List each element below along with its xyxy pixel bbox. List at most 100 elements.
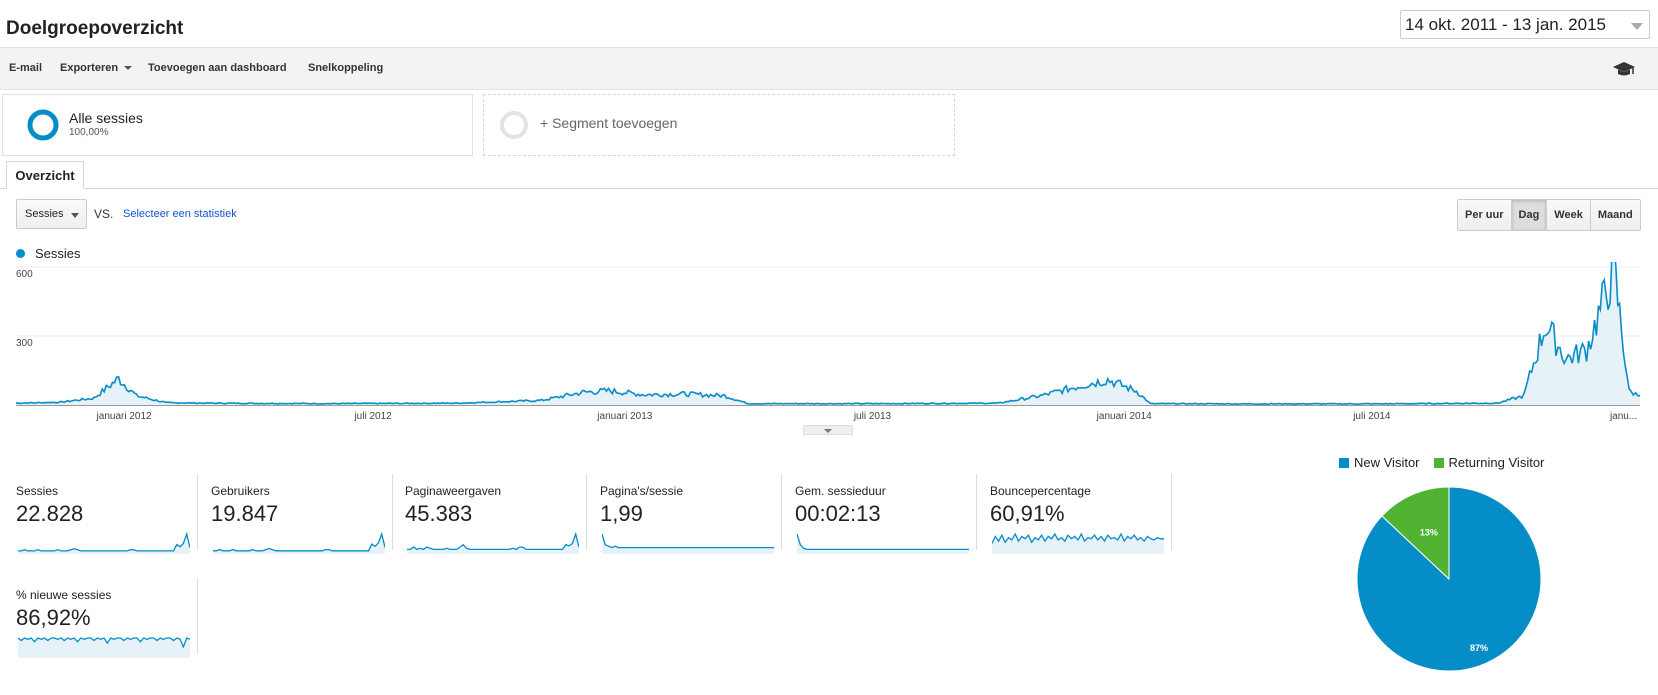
metric-value: 22.828 <box>16 501 84 526</box>
metric-label: Gebruikers <box>211 484 270 498</box>
metric-card[interactable]: Bouncepercentage 60,91% <box>990 484 1180 564</box>
pie-slice-label: 87% <box>1470 643 1488 653</box>
segment-percentage: 100,00% <box>69 127 109 138</box>
metric-select[interactable]: Sessies <box>16 199 87 229</box>
email-button[interactable]: E-mail <box>9 62 43 74</box>
legend-label-returning: Returning Visitor <box>1448 455 1545 470</box>
sparkline-area <box>992 534 1164 554</box>
legend-item-returning-visitor: Returning Visitor <box>1433 455 1545 470</box>
sparkline-area <box>213 534 385 554</box>
card-divider <box>197 578 198 654</box>
export-menu[interactable]: Exporteren <box>60 62 133 74</box>
sparkline-area <box>602 534 774 554</box>
metric-card[interactable]: Sessies 22.828 <box>16 484 206 564</box>
x-tick-label: juli 2014 <box>1352 411 1391 422</box>
legend-label: Sessies <box>35 246 81 261</box>
visitor-pie-chart: 87% 13% <box>1356 486 1542 672</box>
chevron-down-icon <box>824 429 832 433</box>
chevron-down-icon <box>124 66 133 71</box>
segment-label: Alle sessies <box>69 110 143 126</box>
granularity-day-button[interactable]: Dag <box>1510 200 1547 230</box>
x-tick-label: juli 2012 <box>353 411 392 422</box>
x-tick-label: juli 2013 <box>853 411 892 422</box>
sparkline-line <box>18 637 190 649</box>
sparkline-area <box>797 534 969 554</box>
metric-card[interactable]: Gebruikers 19.847 <box>211 484 401 564</box>
tab-overview[interactable]: Overzicht <box>6 161 84 189</box>
granularity-month-button[interactable]: Maand <box>1589 200 1640 230</box>
legend-dot-icon <box>16 249 25 258</box>
sparkline-area <box>407 534 579 554</box>
metric-select-label: Sessies <box>25 208 64 220</box>
date-range-label: 14 okt. 2011 - 13 jan. 2015 <box>1405 15 1607 34</box>
metric-sparkline <box>407 532 579 554</box>
legend-swatch-returning <box>1433 457 1444 468</box>
metric-value: 19.847 <box>211 501 279 526</box>
card-divider <box>586 474 587 550</box>
granularity-toggle: Per uur Dag Week Maand <box>1457 199 1641 231</box>
metric-card[interactable]: Paginaweergaven 45.383 <box>405 484 595 564</box>
segment-all-sessions[interactable]: Alle sessies 100,00% <box>2 94 473 156</box>
metric-sparkline <box>213 532 385 554</box>
granularity-hourly-button[interactable]: Per uur <box>1458 200 1511 230</box>
metric-label: Pagina's/sessie <box>600 484 684 498</box>
add-segment-box[interactable]: + Segment toevoegen <box>483 94 955 156</box>
metric-sparkline <box>797 533 969 554</box>
y-tick-label: 600 <box>16 269 33 280</box>
sparkline-area <box>18 534 190 554</box>
metric-sparkline <box>18 532 190 554</box>
add-to-dashboard-button[interactable]: Toevoegen aan dashboard <box>148 62 287 74</box>
legend-item-new-visitor: New Visitor <box>1339 455 1420 470</box>
metric-label: % nieuwe sessies <box>16 588 112 602</box>
select-metric-link[interactable]: Selecteer een statistiek <box>123 208 237 220</box>
pie-legend: New Visitor Returning Visitor <box>1339 455 1544 470</box>
metric-value: 45.383 <box>405 501 473 526</box>
metric-value: 00:02:13 <box>795 501 881 526</box>
pie-slice-returning-visitor <box>1381 486 1450 581</box>
metric-card[interactable]: % nieuwe sessies 86,92% <box>16 588 206 668</box>
granularity-week-button[interactable]: Week <box>1546 200 1590 230</box>
card-divider <box>976 474 977 550</box>
metric-value: 60,91% <box>990 501 1065 526</box>
sparkline-line <box>213 532 385 552</box>
metric-value: 86,92% <box>16 605 91 630</box>
sparkline-line <box>18 532 190 552</box>
sparkline-line <box>602 533 774 549</box>
metric-card[interactable]: Gem. sessieduur 00:02:13 <box>795 484 985 564</box>
card-divider <box>1171 474 1172 550</box>
card-divider <box>392 474 393 550</box>
metric-sparkline <box>602 533 774 554</box>
x-tick-label: januari 2014 <box>1096 411 1152 422</box>
page-title: Doelgroepoverzicht <box>6 18 184 39</box>
sparkline-area <box>18 638 190 658</box>
sparkline-line <box>407 532 579 551</box>
segment-donut-icon <box>27 109 59 141</box>
add-segment-label: + Segment toevoegen <box>540 115 678 131</box>
report-toolbar: E-mail Exporteren Toevoegen aan dashboar… <box>0 47 1658 90</box>
metric-sparkline <box>18 637 190 658</box>
series-line-sessions <box>15 262 1641 406</box>
legend-label-new: New Visitor <box>1354 455 1420 470</box>
chart-collapse-button[interactable] <box>803 425 853 435</box>
sessions-line-chart: 600 300 januari 2012 juli 2012 januari 2013 j… <box>15 262 1641 422</box>
date-range-picker[interactable]: 14 okt. 2011 - 13 jan. 2015 <box>1400 10 1650 39</box>
shortcut-button[interactable]: Snelkoppeling <box>308 62 384 74</box>
export-label: Exporteren <box>60 62 119 74</box>
metric-value: 1,99 <box>600 501 643 526</box>
metric-sparkline <box>992 532 1164 554</box>
metric-label: Bouncepercentage <box>990 484 1091 498</box>
sparkline-line <box>992 532 1164 544</box>
metric-label: Sessies <box>16 484 59 498</box>
card-divider <box>781 474 782 550</box>
graduation-cap-icon[interactable] <box>1612 58 1636 80</box>
metric-card[interactable]: Pagina's/sessie 1,99 <box>600 484 790 564</box>
chevron-down-icon <box>71 213 79 218</box>
series-area-sessions <box>16 262 1640 405</box>
x-tick-label: januari 2013 <box>596 411 652 422</box>
x-tick-label: januari 2012 <box>96 411 152 422</box>
y-tick-label: 300 <box>16 338 33 349</box>
vs-label: VS. <box>94 207 114 221</box>
tab-bar-divider <box>0 188 1658 189</box>
x-tick-label: janu... <box>1609 411 1637 422</box>
chevron-down-icon <box>1631 23 1643 30</box>
